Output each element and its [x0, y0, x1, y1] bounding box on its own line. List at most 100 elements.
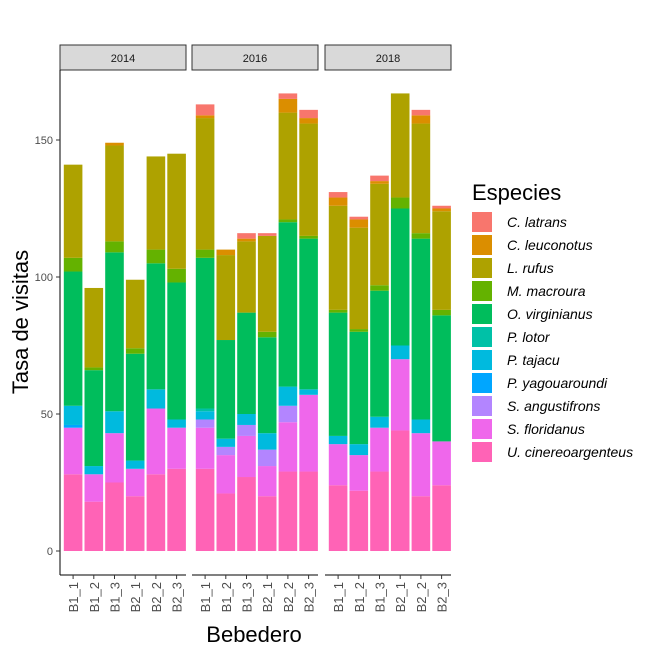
bar-segment [167, 153, 186, 269]
legend-label: P. yagouaroundi [507, 375, 608, 391]
bar-segment [105, 142, 124, 146]
legend: Especies C. latrans C. leuconotus L. rufus… [472, 180, 633, 462]
bar-segment [216, 438, 236, 447]
legend-swatch [472, 235, 492, 255]
bar-segment [125, 460, 145, 469]
facet-panels: 2014 B1_1 B1_2 B1_3 B2_1 B2_2 B2_3 2016 B1_1 B1_2… [59, 44, 452, 612]
bar-segment [84, 287, 104, 368]
bar-segment [146, 389, 166, 409]
bar-segment [299, 238, 318, 390]
bar-segment [349, 490, 369, 551]
legend-swatch [472, 281, 492, 301]
bar-segment [370, 427, 389, 472]
facet-strip [191, 44, 319, 71]
bar-segment [146, 408, 166, 475]
bar-segment [195, 408, 215, 412]
x-axis-title: Bebedero [206, 622, 301, 647]
bar-segment [432, 309, 451, 316]
bar-segment [237, 238, 256, 242]
bar-segment [390, 208, 410, 346]
bar-segment [328, 435, 348, 445]
x-tick-label: B2_1 [393, 582, 408, 612]
legend-swatch [472, 212, 492, 232]
legend-label: C. latrans [507, 214, 567, 230]
bar-segment [432, 315, 451, 442]
x-tick-label: B1_3 [108, 582, 123, 612]
y-tick-label: 50 [41, 409, 53, 421]
bar-segment [432, 441, 451, 486]
legend-swatch [472, 304, 492, 324]
bar-segment [257, 337, 277, 434]
bar-segment [167, 419, 186, 428]
bar-segment [125, 468, 145, 497]
x-tick-label: B2_3 [302, 582, 317, 612]
bar-segment [370, 285, 389, 291]
bar-segment [299, 109, 318, 119]
bar-segment [237, 241, 256, 313]
bar-segment [390, 430, 410, 551]
bar-segment [237, 414, 256, 425]
bar-segment [84, 367, 104, 371]
bar-segment [195, 257, 215, 409]
x-tick-label: B2_1 [128, 582, 143, 612]
x-tick-label: B2_2 [281, 582, 296, 612]
bar-segment [390, 197, 410, 209]
bar-segment [349, 444, 369, 456]
bar-segment [105, 411, 124, 434]
bar-segment [370, 175, 389, 182]
bar-segment [105, 241, 124, 253]
bar-segment [146, 474, 166, 551]
legend-label: P. lotor [507, 329, 551, 345]
bar-segment [63, 474, 83, 551]
bar-segment [195, 115, 215, 119]
bar-segment [63, 271, 83, 406]
legend-label: M. macroura [507, 283, 586, 299]
x-tick-label: B1_3 [373, 582, 388, 612]
bar-segment [216, 255, 236, 341]
bar-segment [411, 496, 431, 551]
x-tick-label: B1_3 [240, 582, 255, 612]
bar-segment [328, 197, 348, 206]
bar-segment [216, 455, 236, 494]
bar-segment [299, 235, 318, 239]
bar-segment [349, 331, 369, 445]
bar-segment [237, 477, 256, 551]
bar-segment [167, 468, 186, 551]
x-tick-label: B2_2 [149, 582, 164, 612]
legend-label: S. angustifrons [507, 398, 600, 414]
bar-segment [63, 424, 83, 428]
legend-swatch [472, 350, 492, 370]
legend-swatch [472, 419, 492, 439]
bar-segment [125, 353, 145, 461]
y-tick-label: 150 [35, 135, 53, 147]
bar-segment [328, 205, 348, 310]
bar-segment [63, 164, 83, 258]
bar-segment [370, 471, 389, 551]
facet-panel: 2018 B1_1 B1_2 B1_3 B2_1 B2_2 B2_3 [324, 44, 452, 612]
bar-segment [195, 419, 215, 428]
bar-segment [432, 485, 451, 551]
bar-segment [237, 312, 256, 414]
x-tick-label: B2_3 [170, 582, 185, 612]
bar-segment [257, 235, 277, 332]
bar-segment [195, 249, 215, 258]
bar-segment [432, 211, 451, 310]
facet-panel: 2014 B1_1 B1_2 B1_3 B2_1 B2_2 B2_3 [59, 44, 187, 612]
legend-swatch [472, 327, 492, 347]
bar-segment [167, 268, 186, 283]
bar-segment [167, 427, 186, 469]
bar-segment [411, 115, 431, 124]
legend-label: P. tajacu [507, 352, 560, 368]
bar-segment [63, 427, 83, 475]
bar-segment [349, 455, 369, 491]
bar-segment [84, 474, 104, 502]
y-axis-title: Tasa de visitas [8, 250, 33, 394]
bar-segment [349, 227, 369, 330]
bar-segment [278, 386, 298, 406]
bar-segment [370, 290, 389, 417]
bar-segment [195, 427, 215, 469]
bar-segment [63, 257, 83, 272]
bar-segment [105, 252, 124, 412]
bar-segment [84, 370, 104, 467]
